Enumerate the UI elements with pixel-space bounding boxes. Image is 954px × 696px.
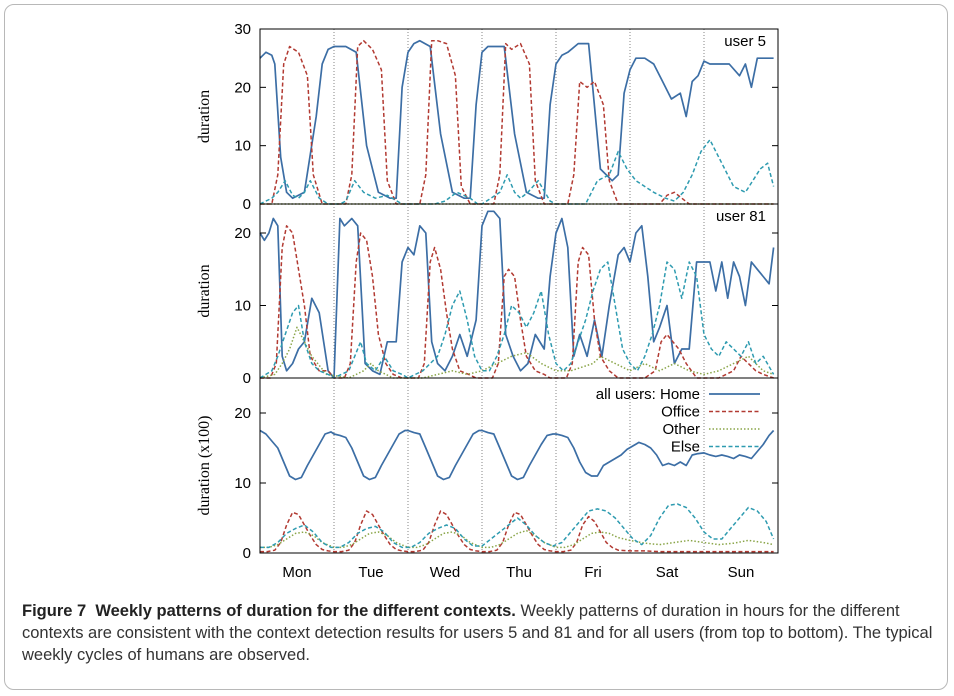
x-tick-label: Sat (656, 564, 679, 581)
legend-label-other: Other (662, 421, 700, 438)
x-tick-label: Tue (358, 564, 383, 581)
x-tick-label: Thu (506, 564, 532, 581)
series-office-line (260, 510, 774, 553)
y-tick-label: 0 (243, 196, 251, 213)
figure-frame (4, 4, 948, 690)
y-tick-label: 10 (234, 475, 251, 492)
figure-title: Weekly patterns of duration for the diff… (95, 602, 516, 620)
x-tick-label: Fri (584, 564, 602, 581)
y-tick-label: 10 (234, 298, 251, 315)
series-else-line (260, 503, 775, 549)
series-home-line (259, 39, 774, 200)
legend-label-else: Else (671, 439, 700, 456)
y-tick-label: 10 (234, 138, 251, 155)
series-else-line (259, 139, 775, 205)
y-tick-label: 20 (234, 79, 251, 96)
series-else-line (259, 261, 775, 379)
x-tick-label: Sun (728, 564, 755, 581)
legend-label-office: Office (661, 404, 700, 421)
y-axis-label: duration (196, 264, 213, 317)
y-tick-label: 20 (234, 405, 251, 422)
panel-2 (259, 203, 779, 379)
series-home-line (259, 210, 775, 379)
figure-caption: Figure 7 Weekly patterns of duration for… (22, 600, 937, 666)
panel-label: user 81 (716, 208, 766, 225)
y-tick-label: 0 (243, 545, 251, 562)
plot-frame (259, 28, 779, 205)
plot-frame (259, 377, 779, 554)
chart-area: 0 10 20 30 duration user 5 0 10 20 duration user 8… (196, 21, 779, 581)
y-axis-label: duration (196, 90, 213, 143)
series-other-line (259, 326, 774, 379)
y-tick-label: 30 (234, 21, 251, 38)
series-other-line (260, 529, 774, 549)
y-tick-label: 20 (234, 225, 251, 242)
y-axis-label: duration (x100) (196, 416, 213, 516)
legend-label-home: all users: Home (596, 386, 700, 403)
series-office-line (260, 39, 774, 205)
figure-label: Figure 7 (22, 602, 87, 620)
panel-3 (259, 377, 779, 554)
x-tick-label: Wed (430, 564, 461, 581)
series-home-line (259, 429, 775, 481)
panel-1 (259, 28, 779, 205)
figure-caption-body: Weekly patterns of duration in hours for… (22, 602, 933, 664)
x-tick-label: Mon (282, 564, 311, 581)
panel-label: user 5 (724, 33, 766, 50)
y-tick-label: 0 (243, 370, 251, 387)
